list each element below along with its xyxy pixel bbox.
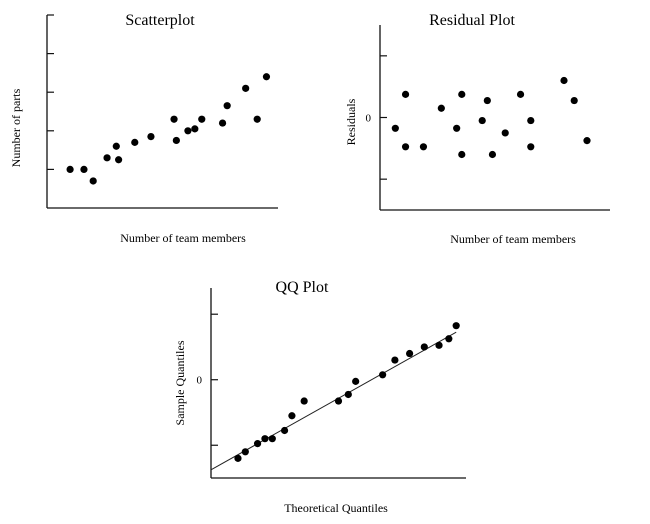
qq-plot-tick-labels: 0 [197,375,203,387]
scatterplot-point [147,132,155,141]
scatterplot-point [115,156,123,164]
qq-plot-panel: QQ Plot Theoretical Quantiles Sample Qua… [173,279,466,515]
qq-plot-point [435,341,443,349]
qq-plot-point [344,390,352,399]
qq-plot-point [452,322,460,330]
residual-plot-point [527,116,535,125]
qq-plot-point [234,454,242,462]
residual-plot-ticks [380,55,387,180]
qq-plot-xlabel: Theoretical Quantiles [284,501,388,515]
qq-plot-point [420,343,428,351]
scatterplot-point [103,154,111,162]
scatterplot-point [170,115,178,123]
residual-plot-points [391,76,591,159]
residual-plot-point [401,90,410,98]
residual-plot-panel: Residual Plot Number of team members Res… [344,12,610,246]
scatterplot-point [218,119,227,127]
scatterplot-point [66,165,74,173]
qq-plot-y-tick-label: 0 [197,375,203,387]
qq-plot-point [300,397,308,405]
qq-plot-point [445,335,453,343]
scatterplot-point [172,136,180,145]
qq-plot-reference-line-group [210,331,457,471]
residual-plot-point [458,150,466,159]
residual-plot-point [458,90,466,98]
qq-plot-point [334,397,343,405]
qq-plot-point [352,377,360,385]
residual-plot-point [453,124,461,132]
residual-plot-point [501,129,509,137]
scatterplot-point [262,73,271,81]
residual-plot-point [527,143,535,151]
qq-plot-ylabel: Sample Quantiles [173,340,187,425]
scatterplot-point [242,84,250,92]
scatterplot-title: Scatterplot [125,12,195,29]
residual-plot-axes [379,25,610,211]
qq-plot-point [288,412,296,420]
qq-plot-point [391,356,399,364]
residual-plot-point [583,137,591,145]
qq-plot-points [234,322,460,462]
scatterplot-point [198,115,206,123]
qq-plot-reference-line [210,331,457,471]
scatterplot-axes [46,15,278,209]
scatterplot-ticks [47,14,54,170]
scatterplot-point [80,165,88,173]
scatterplot-panel: Scatterplot Number of team members Numbe… [9,12,278,245]
scatterplot-xlabel: Number of team members [120,231,246,245]
qq-plot-axes [210,288,466,479]
qq-plot-point [261,435,269,443]
residual-plot-xlabel: Number of team members [450,232,576,246]
residual-plot-y-tick-label: 0 [366,113,372,125]
qq-plot-point [268,435,276,443]
residual-plot-tick-labels: 0 [366,113,372,125]
scatterplot-point [191,125,199,133]
scatterplot-point [223,102,231,110]
residual-plot-point [419,143,428,151]
qq-plot-title: QQ Plot [276,279,329,296]
residual-plot-point [437,104,445,112]
scatterplot-point [89,177,97,185]
residual-plot-point [401,143,410,151]
residual-plot-point [391,124,399,132]
residual-plot-point [478,116,486,125]
scatterplot-ylabel: Number of parts [9,88,23,167]
scatterplot-point [253,115,261,123]
qq-plot-point [379,371,387,379]
residual-plot-title: Residual Plot [429,12,515,29]
residual-plot-point [488,150,497,159]
scatterplot-points [66,73,271,185]
residual-plot-point [483,96,491,105]
qq-plot-point [280,426,289,435]
residual-plot-point [570,96,578,105]
residual-plot-point [560,76,568,85]
residual-plot-point [516,90,525,98]
scatterplot-point [112,142,120,150]
scatterplot-point [131,138,139,146]
scatterplot-point [184,127,192,135]
residual-plot-ylabel: Residuals [344,98,358,145]
qq-plot-point [241,448,249,456]
qq-plot-point [406,349,414,358]
qq-plot-point [253,440,262,448]
qq-plot-ticks [211,313,218,446]
